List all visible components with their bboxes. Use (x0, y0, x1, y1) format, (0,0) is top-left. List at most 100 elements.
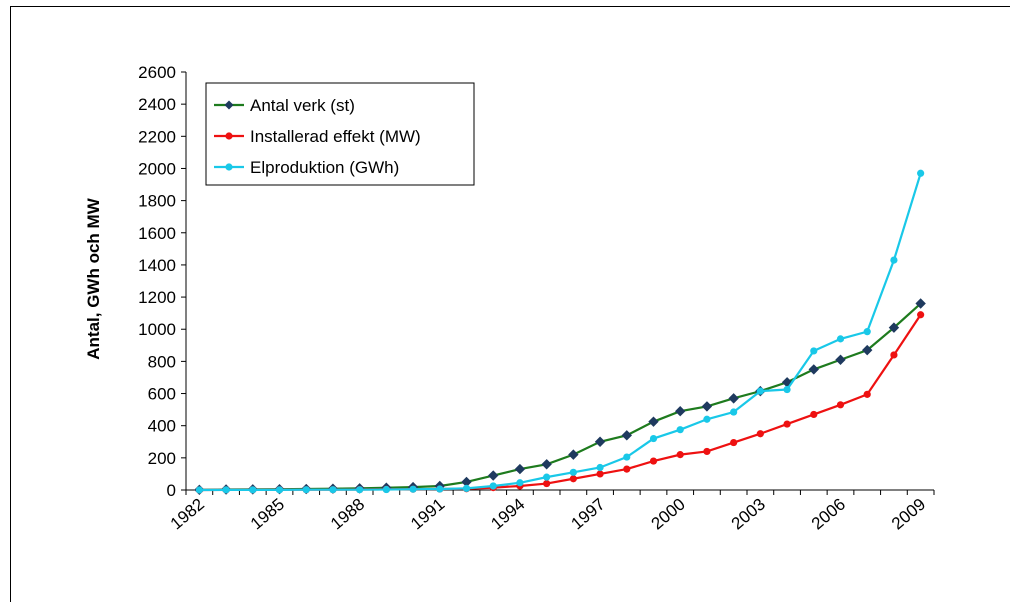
data-point (329, 486, 337, 494)
y-tick-label: 2000 (138, 159, 176, 178)
y-tick-label: 2600 (138, 63, 176, 82)
legend-item: Antal verk (st) (214, 96, 355, 115)
x-tick-label: 1985 (247, 495, 288, 534)
data-point (888, 322, 900, 333)
data-point (488, 470, 499, 481)
data-point (917, 311, 925, 319)
x-tick-label: 1982 (167, 495, 208, 534)
data-point (863, 328, 871, 336)
data-point (514, 463, 526, 475)
data-point (703, 415, 711, 423)
legend-marker (224, 100, 234, 110)
data-point (649, 434, 658, 443)
data-point (730, 408, 738, 416)
data-point (648, 416, 659, 427)
data-point (810, 347, 818, 355)
y-tick-label: 1000 (138, 320, 176, 339)
data-point (596, 463, 604, 472)
data-point (275, 486, 284, 494)
data-point (756, 387, 764, 395)
x-tick-label: 2003 (728, 495, 769, 534)
legend-label: Antal verk (st) (250, 96, 355, 115)
data-point (596, 470, 604, 478)
x-tick-label: 2000 (648, 495, 689, 534)
data-point (623, 465, 631, 473)
data-point (701, 401, 713, 412)
data-point (356, 486, 364, 494)
data-point (195, 486, 203, 494)
data-point (862, 344, 873, 356)
data-point (756, 430, 764, 438)
data-point (568, 449, 579, 460)
data-point (675, 406, 686, 417)
data-point (541, 459, 552, 470)
data-point (835, 354, 846, 365)
data-point (836, 401, 845, 409)
data-point (569, 475, 577, 483)
x-tick-label: 2006 (808, 495, 849, 534)
x-tick-label: 1991 (407, 495, 448, 534)
y-tick-label: 2400 (138, 95, 176, 114)
data-point (249, 486, 257, 494)
y-tick-label: 1800 (138, 192, 176, 211)
data-point (730, 438, 738, 447)
data-point (382, 485, 390, 494)
y-tick-label: 800 (148, 352, 176, 371)
legend-label: Installerad effekt (MW) (250, 127, 421, 146)
series-layer (194, 169, 926, 496)
data-point (436, 485, 444, 493)
y-tick-label: 400 (148, 417, 176, 436)
data-point (594, 436, 606, 447)
data-point (543, 473, 551, 481)
data-point (863, 390, 871, 398)
chart-legend: Antal verk (st) Installerad effekt (MW) El… (205, 82, 475, 186)
legend-label: Elproduktion (GWh) (250, 158, 399, 177)
legend-box (205, 82, 475, 186)
data-point (621, 430, 632, 441)
y-tick-label: 1200 (138, 288, 176, 307)
y-tick-label: 1400 (138, 256, 176, 275)
series-line (199, 314, 922, 492)
series-1 (194, 298, 926, 496)
data-point (810, 410, 818, 419)
data-point (623, 453, 631, 461)
series-line (199, 302, 922, 491)
data-point (516, 479, 524, 487)
data-point (676, 426, 684, 434)
data-point (915, 298, 926, 309)
data-point (890, 351, 898, 359)
y-tick-label: 2200 (138, 127, 176, 146)
data-point (489, 482, 497, 490)
y-tick-label: 200 (148, 449, 176, 468)
y-axis-label: Antal, GWh och MW (84, 197, 103, 359)
data-point (836, 335, 845, 343)
legend-marker (225, 132, 233, 140)
data-point (302, 486, 310, 494)
data-point (222, 486, 230, 494)
y-tick-label: 600 (148, 385, 176, 404)
data-point (569, 468, 577, 476)
data-point (917, 169, 925, 177)
series-2 (195, 311, 925, 494)
y-tick-label: 0 (167, 481, 176, 500)
series-line (199, 172, 922, 492)
data-point (808, 364, 819, 375)
data-point (728, 393, 739, 404)
y-tick-label: 1600 (138, 224, 176, 243)
legend-item: Elproduktion (GWh) (214, 158, 399, 177)
series-3 (195, 169, 925, 494)
legend-marker (225, 163, 233, 171)
x-tick-label: 1988 (327, 495, 368, 534)
data-point (462, 484, 471, 492)
data-point (676, 451, 684, 459)
data-point (783, 385, 791, 394)
data-point (543, 479, 551, 488)
data-point (409, 485, 417, 493)
data-point (783, 420, 791, 428)
legend-item: Installerad effekt (MW) (214, 127, 421, 146)
chart-frame (10, 6, 1010, 602)
data-point (890, 256, 898, 264)
x-tick-label: 1997 (567, 495, 608, 534)
data-point (703, 447, 711, 456)
